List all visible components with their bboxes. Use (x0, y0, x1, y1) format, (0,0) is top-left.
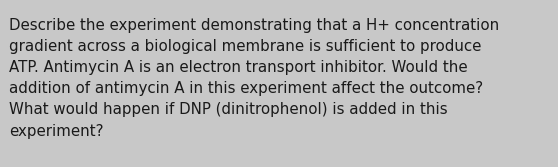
Text: Describe the experiment demonstrating that a H+ concentration
gradient across a : Describe the experiment demonstrating th… (9, 18, 499, 139)
